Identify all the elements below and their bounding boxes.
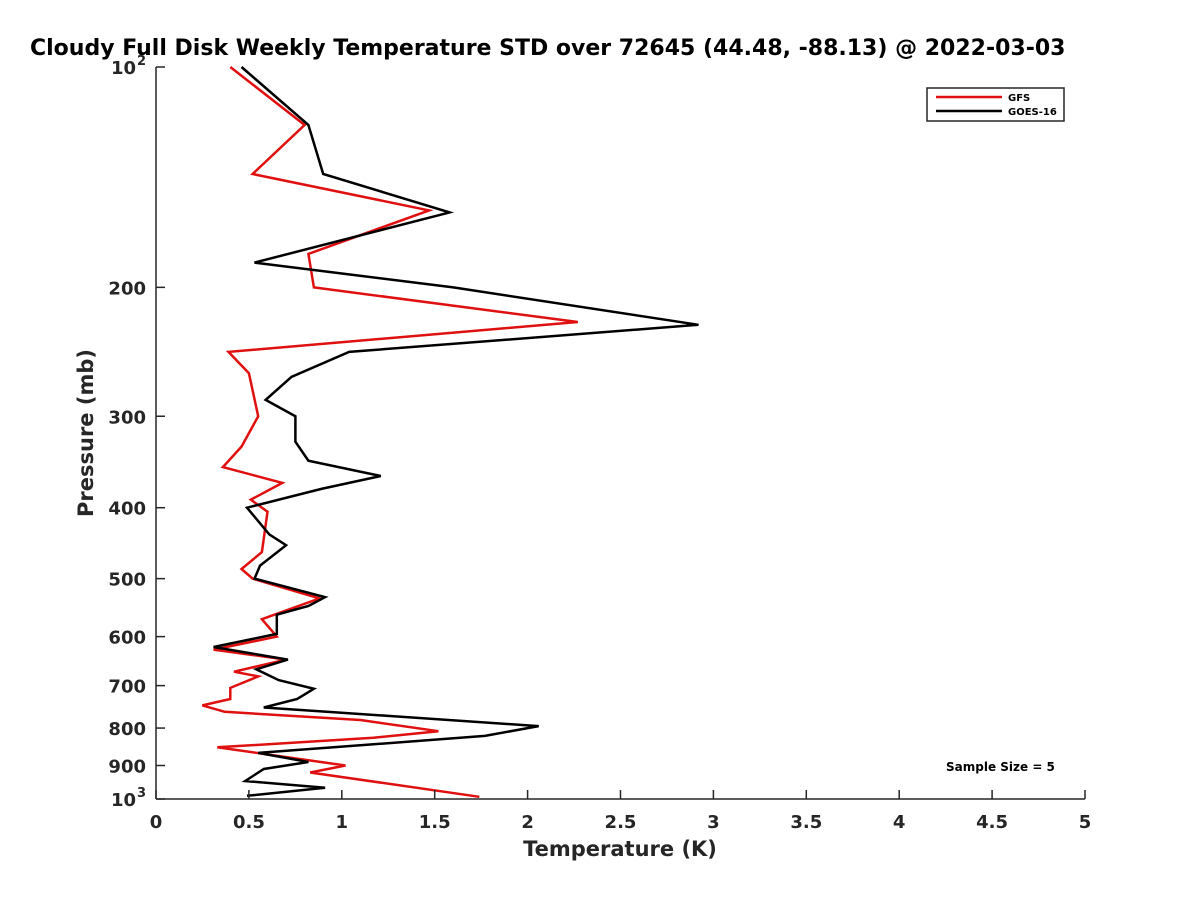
- y-tick-label-exponent: 3: [137, 786, 146, 801]
- x-tick-label: 0: [150, 812, 163, 833]
- x-tick-label: 5: [1079, 812, 1092, 833]
- x-tick-label: 4: [893, 812, 906, 833]
- legend-label-goes16: GOES-16: [1008, 107, 1057, 118]
- axes: 0 0.5 1 1.5 2 2.5 3 3.5 4 4.5 510 22003004005006007…: [108, 54, 1091, 833]
- sample-size-annotation: Sample Size = 5: [946, 760, 1055, 774]
- x-tick-label: 2.5: [605, 812, 637, 833]
- y-axis-label: Pressure (mb): [74, 349, 98, 517]
- series-line-goes16: [213, 66, 699, 798]
- x-tick-label: 1: [336, 812, 349, 833]
- y-tick-label: 700: [108, 677, 146, 698]
- y-tick-label: 300: [108, 407, 146, 428]
- legend: GFS GOES-16: [926, 87, 1065, 122]
- y-tick-label: 10: [111, 790, 136, 811]
- x-tick-label: 0.5: [233, 812, 265, 833]
- x-tick-label: 3: [707, 812, 720, 833]
- x-tick-label: 4.5: [976, 812, 1008, 833]
- y-tick-label-exponent: 2: [137, 54, 146, 69]
- y-tick-label: 500: [108, 570, 146, 591]
- x-tick-label: 3.5: [790, 812, 822, 833]
- series-line-gfs: [202, 66, 578, 799]
- y-tick-label: 800: [108, 719, 146, 740]
- y-tick-label: 10: [111, 58, 136, 79]
- legend-label-gfs: GFS: [1008, 93, 1030, 104]
- chart-title: Cloudy Full Disk Weekly Temperature STD …: [30, 36, 1065, 61]
- x-axis-label: Temperature (K): [523, 837, 717, 861]
- plot-area: [156, 67, 1085, 799]
- y-tick-label: 200: [108, 278, 146, 299]
- legend-box: [926, 87, 1065, 122]
- x-tick-label: 1.5: [419, 812, 451, 833]
- y-tick-label: 600: [108, 628, 146, 649]
- series-layer: [202, 66, 699, 799]
- y-tick-label: 900: [108, 757, 146, 778]
- x-tick-label: 2: [521, 812, 534, 833]
- y-tick-label: 400: [108, 499, 146, 520]
